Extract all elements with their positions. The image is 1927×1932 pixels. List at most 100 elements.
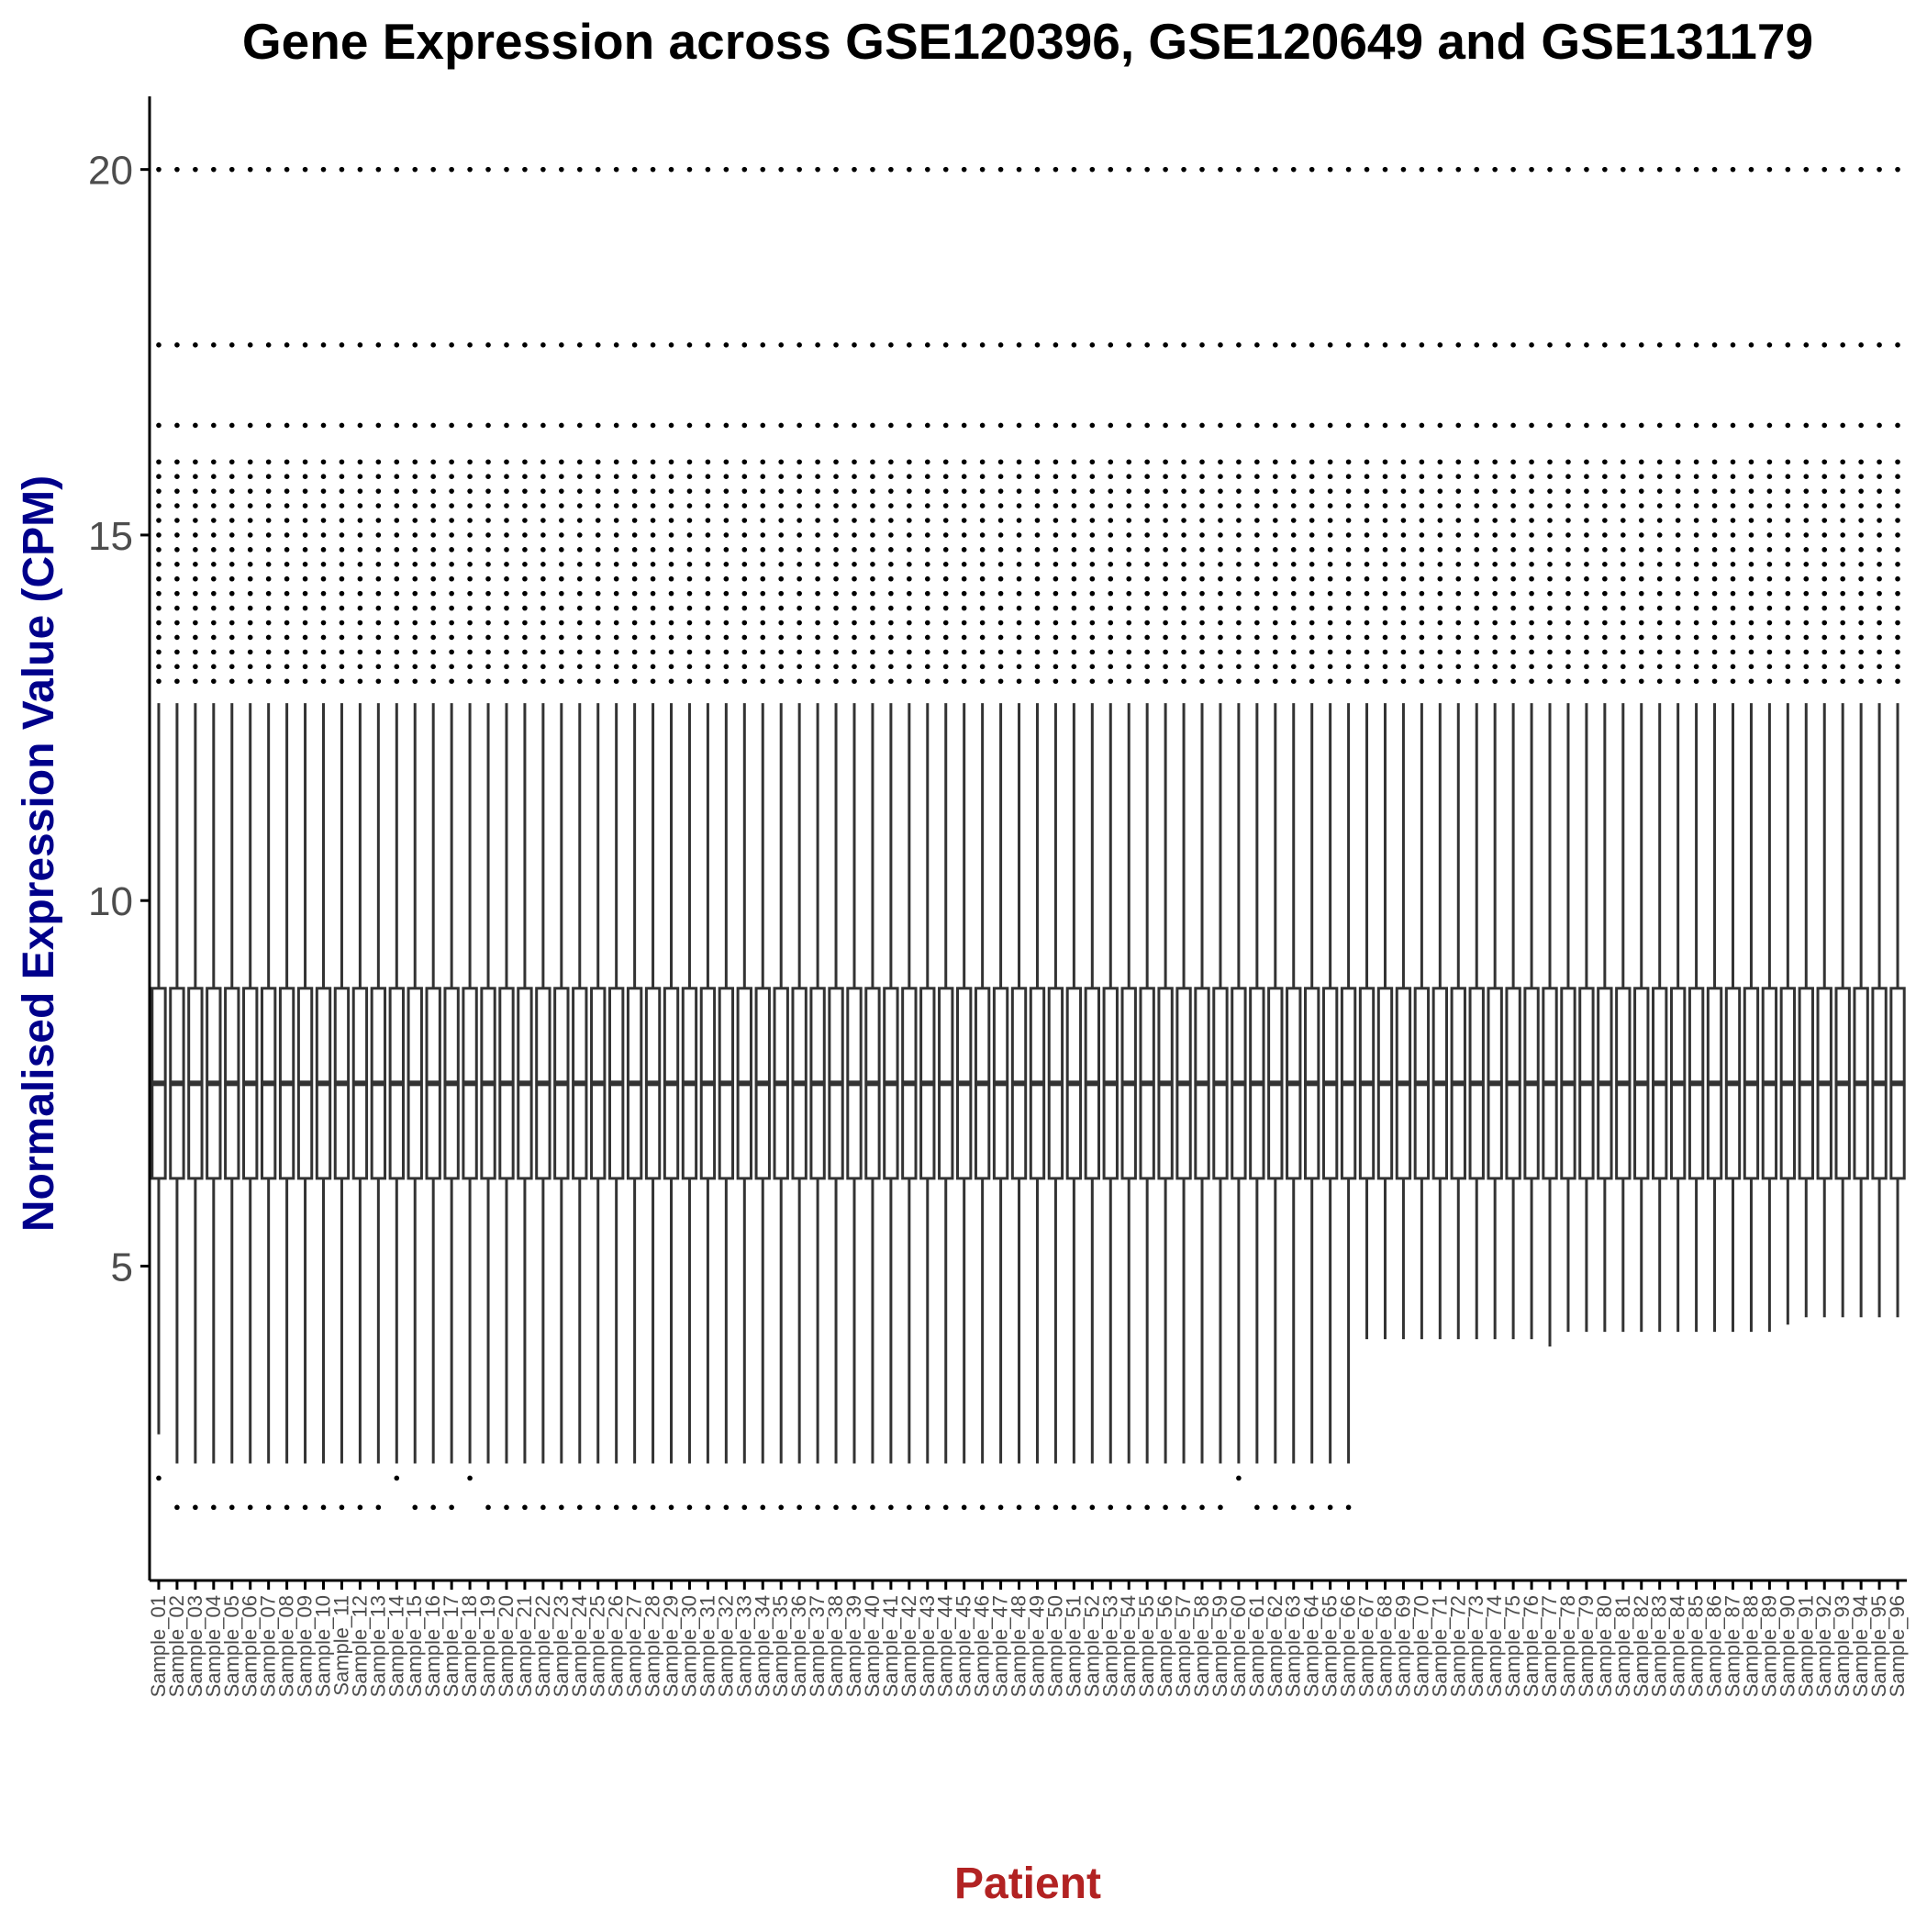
outlier-point — [705, 342, 711, 348]
box-sample-40 — [864, 166, 881, 1511]
outlier-point — [559, 503, 564, 508]
outlier-point — [1621, 664, 1626, 670]
outlier-point — [1748, 488, 1754, 494]
box-sample-78 — [1560, 166, 1576, 1333]
x-tick-label: Sample_26 — [605, 1595, 628, 1697]
outlier-point — [613, 488, 619, 494]
outlier-point — [467, 649, 473, 655]
outlier-point — [686, 459, 693, 465]
box-sample-56 — [1157, 166, 1174, 1511]
outlier-point — [961, 649, 967, 655]
x-tick-label: Sample_58 — [1190, 1595, 1213, 1697]
box-sample-50 — [1047, 166, 1064, 1511]
outlier-point — [1199, 678, 1205, 685]
outlier-point — [1016, 649, 1022, 655]
outlier-point — [320, 575, 327, 582]
outlier-point — [485, 518, 491, 523]
outlier-point — [1400, 649, 1407, 655]
outlier-point — [449, 561, 454, 567]
outlier-point — [650, 575, 656, 582]
outlier-point — [467, 532, 473, 538]
outlier-point — [467, 518, 473, 523]
outlier-point — [1785, 474, 1791, 480]
outlier-point — [870, 459, 875, 465]
x-tick-label: Sample_55 — [1135, 1595, 1158, 1697]
outlier-point — [522, 532, 528, 538]
x-tick-label: Sample_16 — [421, 1595, 444, 1697]
box-sample-96 — [1889, 166, 1906, 1318]
outlier-point — [576, 503, 583, 508]
outlier-point — [1144, 605, 1150, 611]
outlier-point — [1621, 488, 1626, 494]
outlier-point — [741, 342, 748, 348]
outlier-point — [778, 605, 785, 611]
x-tick-label: Sample_37 — [806, 1595, 829, 1697]
outlier-point — [778, 547, 785, 553]
outlier-point — [1364, 342, 1370, 348]
outlier-point — [430, 503, 436, 508]
outlier-point — [284, 342, 290, 348]
outlier-point — [559, 620, 564, 626]
outlier-point — [852, 518, 857, 523]
outlier-point — [888, 575, 894, 582]
outlier-point — [613, 459, 619, 465]
outlier-point — [1218, 561, 1223, 567]
outlier-point — [1309, 620, 1315, 626]
outlier-point — [1144, 1504, 1150, 1511]
x-tick-label: Sample_94 — [1849, 1595, 1872, 1697]
outlier-point — [1766, 634, 1773, 641]
outlier-point — [174, 634, 180, 641]
outlier-point — [284, 678, 290, 685]
outlier-point — [942, 342, 949, 348]
outlier-point — [320, 422, 327, 429]
outlier-point — [302, 342, 308, 348]
outlier-point — [1895, 575, 1900, 582]
outlier-point — [1510, 605, 1516, 611]
outlier-point — [1565, 503, 1571, 508]
outlier-point — [979, 1504, 986, 1511]
outlier-point — [1693, 166, 1699, 173]
outlier-point — [924, 503, 930, 508]
outlier-point — [1584, 561, 1589, 567]
x-tick-label: Sample_82 — [1630, 1595, 1653, 1697]
outlier-point — [357, 678, 363, 685]
outlier-point — [997, 488, 1004, 494]
outlier-point — [1327, 488, 1333, 494]
outlier-point — [375, 342, 382, 348]
outlier-point — [705, 532, 711, 538]
outlier-point — [815, 474, 820, 480]
x-tick-label: Sample_44 — [934, 1595, 957, 1697]
outlier-point — [320, 532, 327, 538]
outlier-point — [997, 678, 1004, 685]
outlier-point — [467, 459, 473, 465]
outlier-point — [1437, 634, 1443, 641]
outlier-point — [1529, 547, 1534, 553]
outlier-point — [1309, 518, 1315, 523]
outlier-point — [1529, 518, 1534, 523]
outlier-point — [1400, 474, 1407, 480]
outlier-point — [1748, 532, 1754, 538]
outlier-point — [485, 664, 491, 670]
outlier-point — [284, 634, 290, 641]
outlier-point — [247, 422, 253, 429]
outlier-point — [852, 488, 857, 494]
outlier-point — [485, 649, 491, 655]
outlier-point — [1602, 488, 1608, 494]
outlier-point — [1016, 166, 1022, 173]
outlier-point — [467, 590, 473, 597]
outlier-point — [228, 459, 235, 465]
outlier-point — [1236, 590, 1242, 597]
outlier-point — [1181, 532, 1186, 538]
outlier-point — [1400, 459, 1407, 465]
outlier-point — [1547, 488, 1553, 494]
outlier-point — [1181, 649, 1186, 655]
outlier-point — [1565, 488, 1571, 494]
box-sample-70 — [1413, 166, 1431, 1340]
outlier-point — [174, 503, 180, 508]
outlier-point — [320, 547, 327, 553]
outlier-point — [1034, 605, 1041, 611]
outlier-point — [1199, 620, 1205, 626]
outlier-point — [211, 488, 217, 494]
outlier-point — [1492, 488, 1498, 494]
x-tick-label: Sample_19 — [476, 1595, 499, 1697]
